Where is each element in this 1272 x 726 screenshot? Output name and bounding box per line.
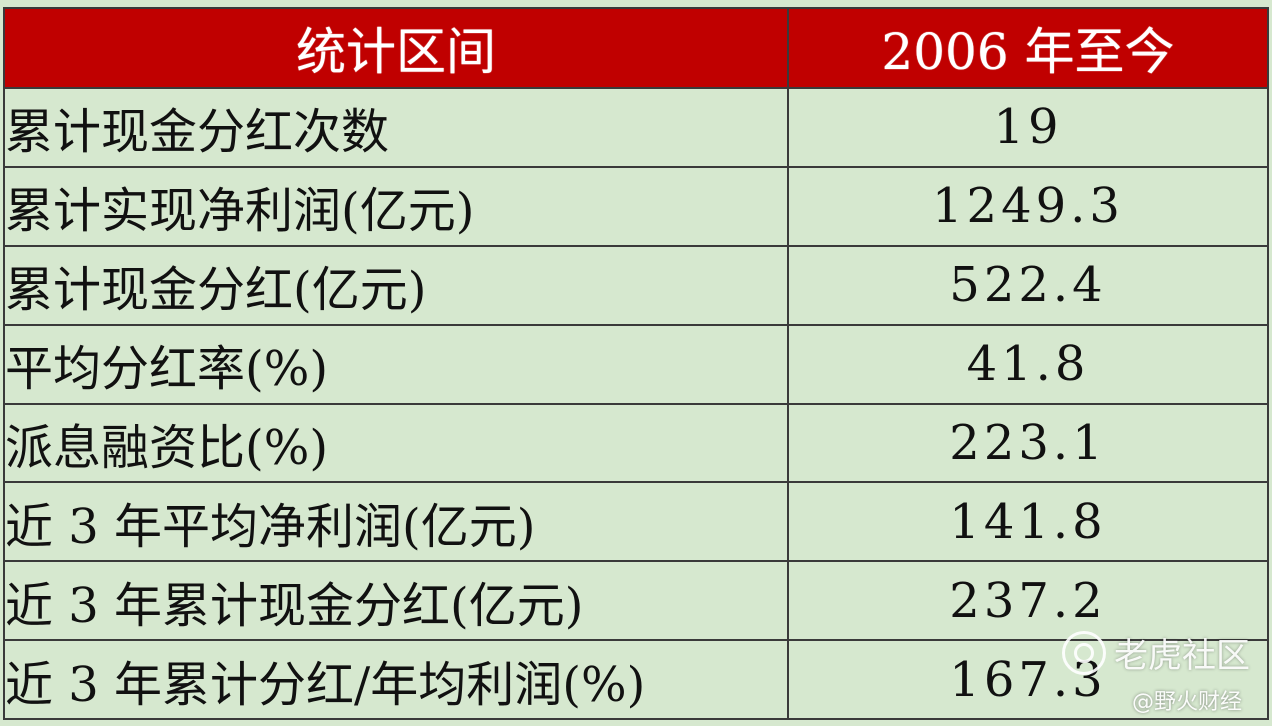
table-row: 累计现金分红(亿元) 522.4	[3, 244, 1269, 326]
row-value: 223.1	[787, 402, 1269, 484]
table-row: 近 3 年平均净利润(亿元) 141.8	[3, 481, 1269, 563]
table-row: 近 3 年累计分红/年均利润(%) 167.3	[3, 639, 1269, 720]
row-label: 近 3 年平均净利润(亿元)	[3, 481, 789, 563]
row-value: 167.3	[787, 639, 1269, 720]
row-value: 19	[787, 87, 1269, 168]
row-value: 522.4	[787, 244, 1269, 326]
table-row: 累计实现净利润(亿元) 1249.3	[3, 165, 1269, 247]
dividend-stats-table: 统计区间 2006 年至今 累计现金分红次数 19 累计实现净利润(亿元) 12…	[3, 7, 1269, 720]
table-row: 累计现金分红次数 19	[3, 87, 1269, 168]
row-value: 41.8	[787, 323, 1269, 405]
row-label: 累计实现净利润(亿元)	[3, 165, 789, 247]
row-label: 累计现金分红次数	[3, 87, 789, 168]
row-value: 141.8	[787, 481, 1269, 563]
row-label: 平均分红率(%)	[3, 323, 789, 405]
row-label: 近 3 年累计现金分红(亿元)	[3, 560, 789, 642]
table-row: 近 3 年累计现金分红(亿元) 237.2	[3, 560, 1269, 642]
row-label: 近 3 年累计分红/年均利润(%)	[3, 639, 789, 720]
row-label: 派息融资比(%)	[3, 402, 789, 484]
table-header-row: 统计区间 2006 年至今	[3, 7, 1269, 89]
row-value: 1249.3	[787, 165, 1269, 247]
header-period-value: 2006 年至今	[787, 7, 1269, 89]
row-label: 累计现金分红(亿元)	[3, 244, 789, 326]
row-value: 237.2	[787, 560, 1269, 642]
header-period-label: 统计区间	[3, 7, 789, 89]
table-row: 平均分红率(%) 41.8	[3, 323, 1269, 405]
table-row: 派息融资比(%) 223.1	[3, 402, 1269, 484]
